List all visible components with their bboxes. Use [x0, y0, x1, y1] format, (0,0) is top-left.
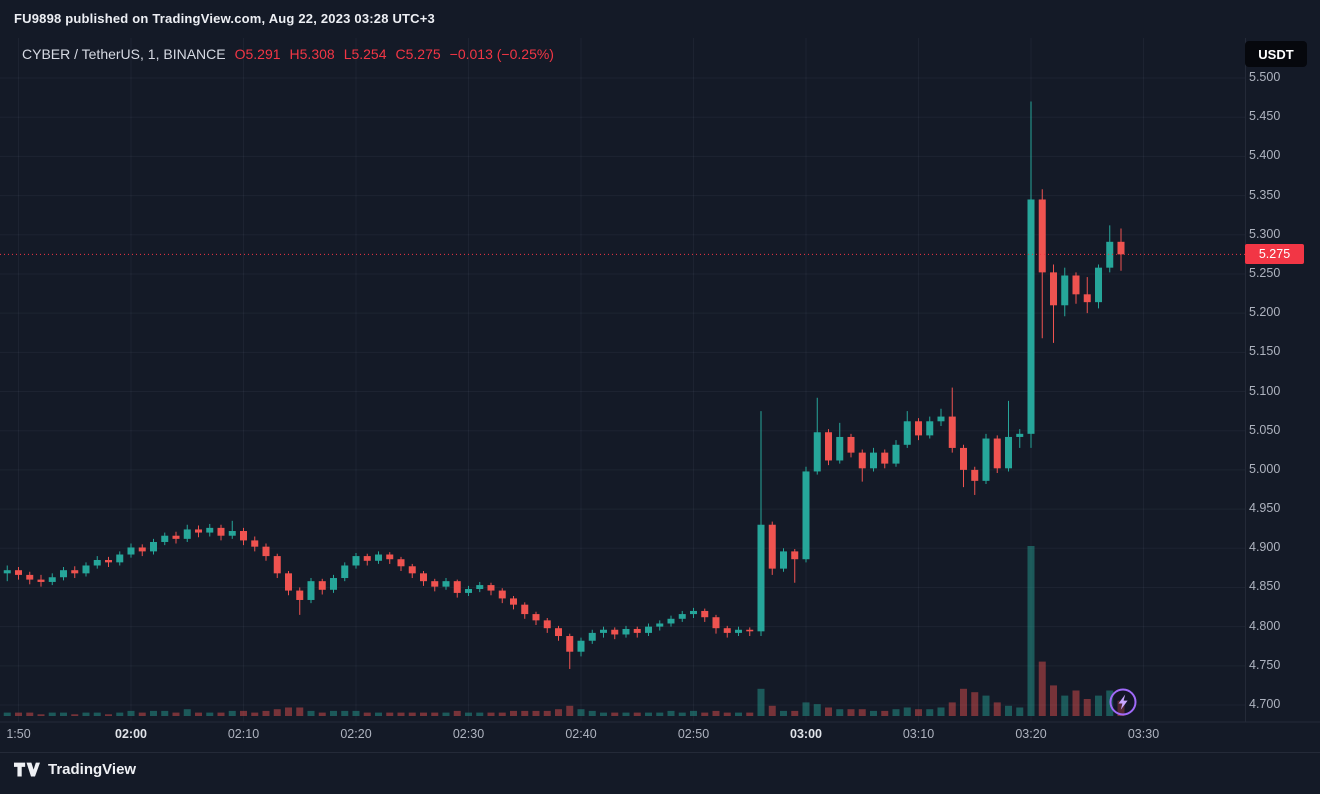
currency-toggle-button[interactable]: USDT [1245, 41, 1307, 67]
ohlc-high: H5.308 [289, 46, 335, 62]
attribution-bar: FU9898 published on TradingView.com, Aug… [14, 10, 435, 28]
attribution-text: FU9898 published on TradingView.com, Aug… [14, 11, 435, 26]
ohlc-open: O5.291 [234, 46, 281, 62]
ohlc-low: L5.254 [343, 46, 387, 62]
last-price-badge: 5.275 [1245, 244, 1304, 265]
ohlc-close: C5.275 [395, 46, 441, 62]
tradingview-brand[interactable]: TradingView [48, 761, 137, 778]
price-change: −0.013 (−0.25%) [449, 46, 554, 62]
lightning-icon[interactable] [1108, 687, 1138, 717]
symbol-header: CYBER / TetherUS, 1, BINANCE O5.291 H5.3… [22, 46, 554, 62]
tradingview-logo-icon[interactable] [14, 762, 40, 778]
symbol-title[interactable]: CYBER / TetherUS, 1, BINANCE [22, 46, 226, 62]
footer-bar: TradingView [14, 761, 136, 778]
